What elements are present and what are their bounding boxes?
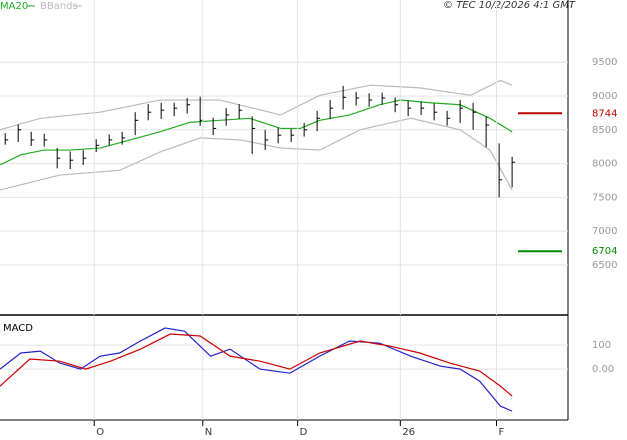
series-line <box>0 333 513 397</box>
x-tick-label: D <box>300 427 308 438</box>
series-line <box>0 117 513 191</box>
y-tick-label: 7000 <box>592 226 617 237</box>
y-tick-label: 8000 <box>592 159 617 170</box>
copyright: © TEC 10/2/2026 4:1 GMT <box>443 0 576 11</box>
plot-area <box>0 0 568 420</box>
y-tick-label: 0.00 <box>592 364 614 375</box>
series-line <box>0 79 513 131</box>
series-line <box>0 327 513 412</box>
y-tick-label: 6500 <box>592 260 617 271</box>
legend-label: BBands <box>40 1 78 12</box>
y-tick-label: 8500 <box>592 125 617 136</box>
y-tick-label: 9500 <box>592 57 617 68</box>
level-label: 8744 <box>592 108 617 119</box>
x-tick-label: O <box>96 427 104 438</box>
x-tick-label: F <box>499 427 505 438</box>
panel-title: MACD <box>3 323 33 334</box>
legend-label: MA20 <box>0 1 28 12</box>
level-label: 6704 <box>592 246 617 257</box>
x-tick-label: N <box>205 427 212 438</box>
x-tick-label: 26 <box>402 427 415 438</box>
y-tick-label: 7500 <box>592 192 617 203</box>
y-tick-label: 9000 <box>592 91 617 102</box>
y-tick-label: 100 <box>592 340 611 351</box>
series-line <box>0 99 513 166</box>
